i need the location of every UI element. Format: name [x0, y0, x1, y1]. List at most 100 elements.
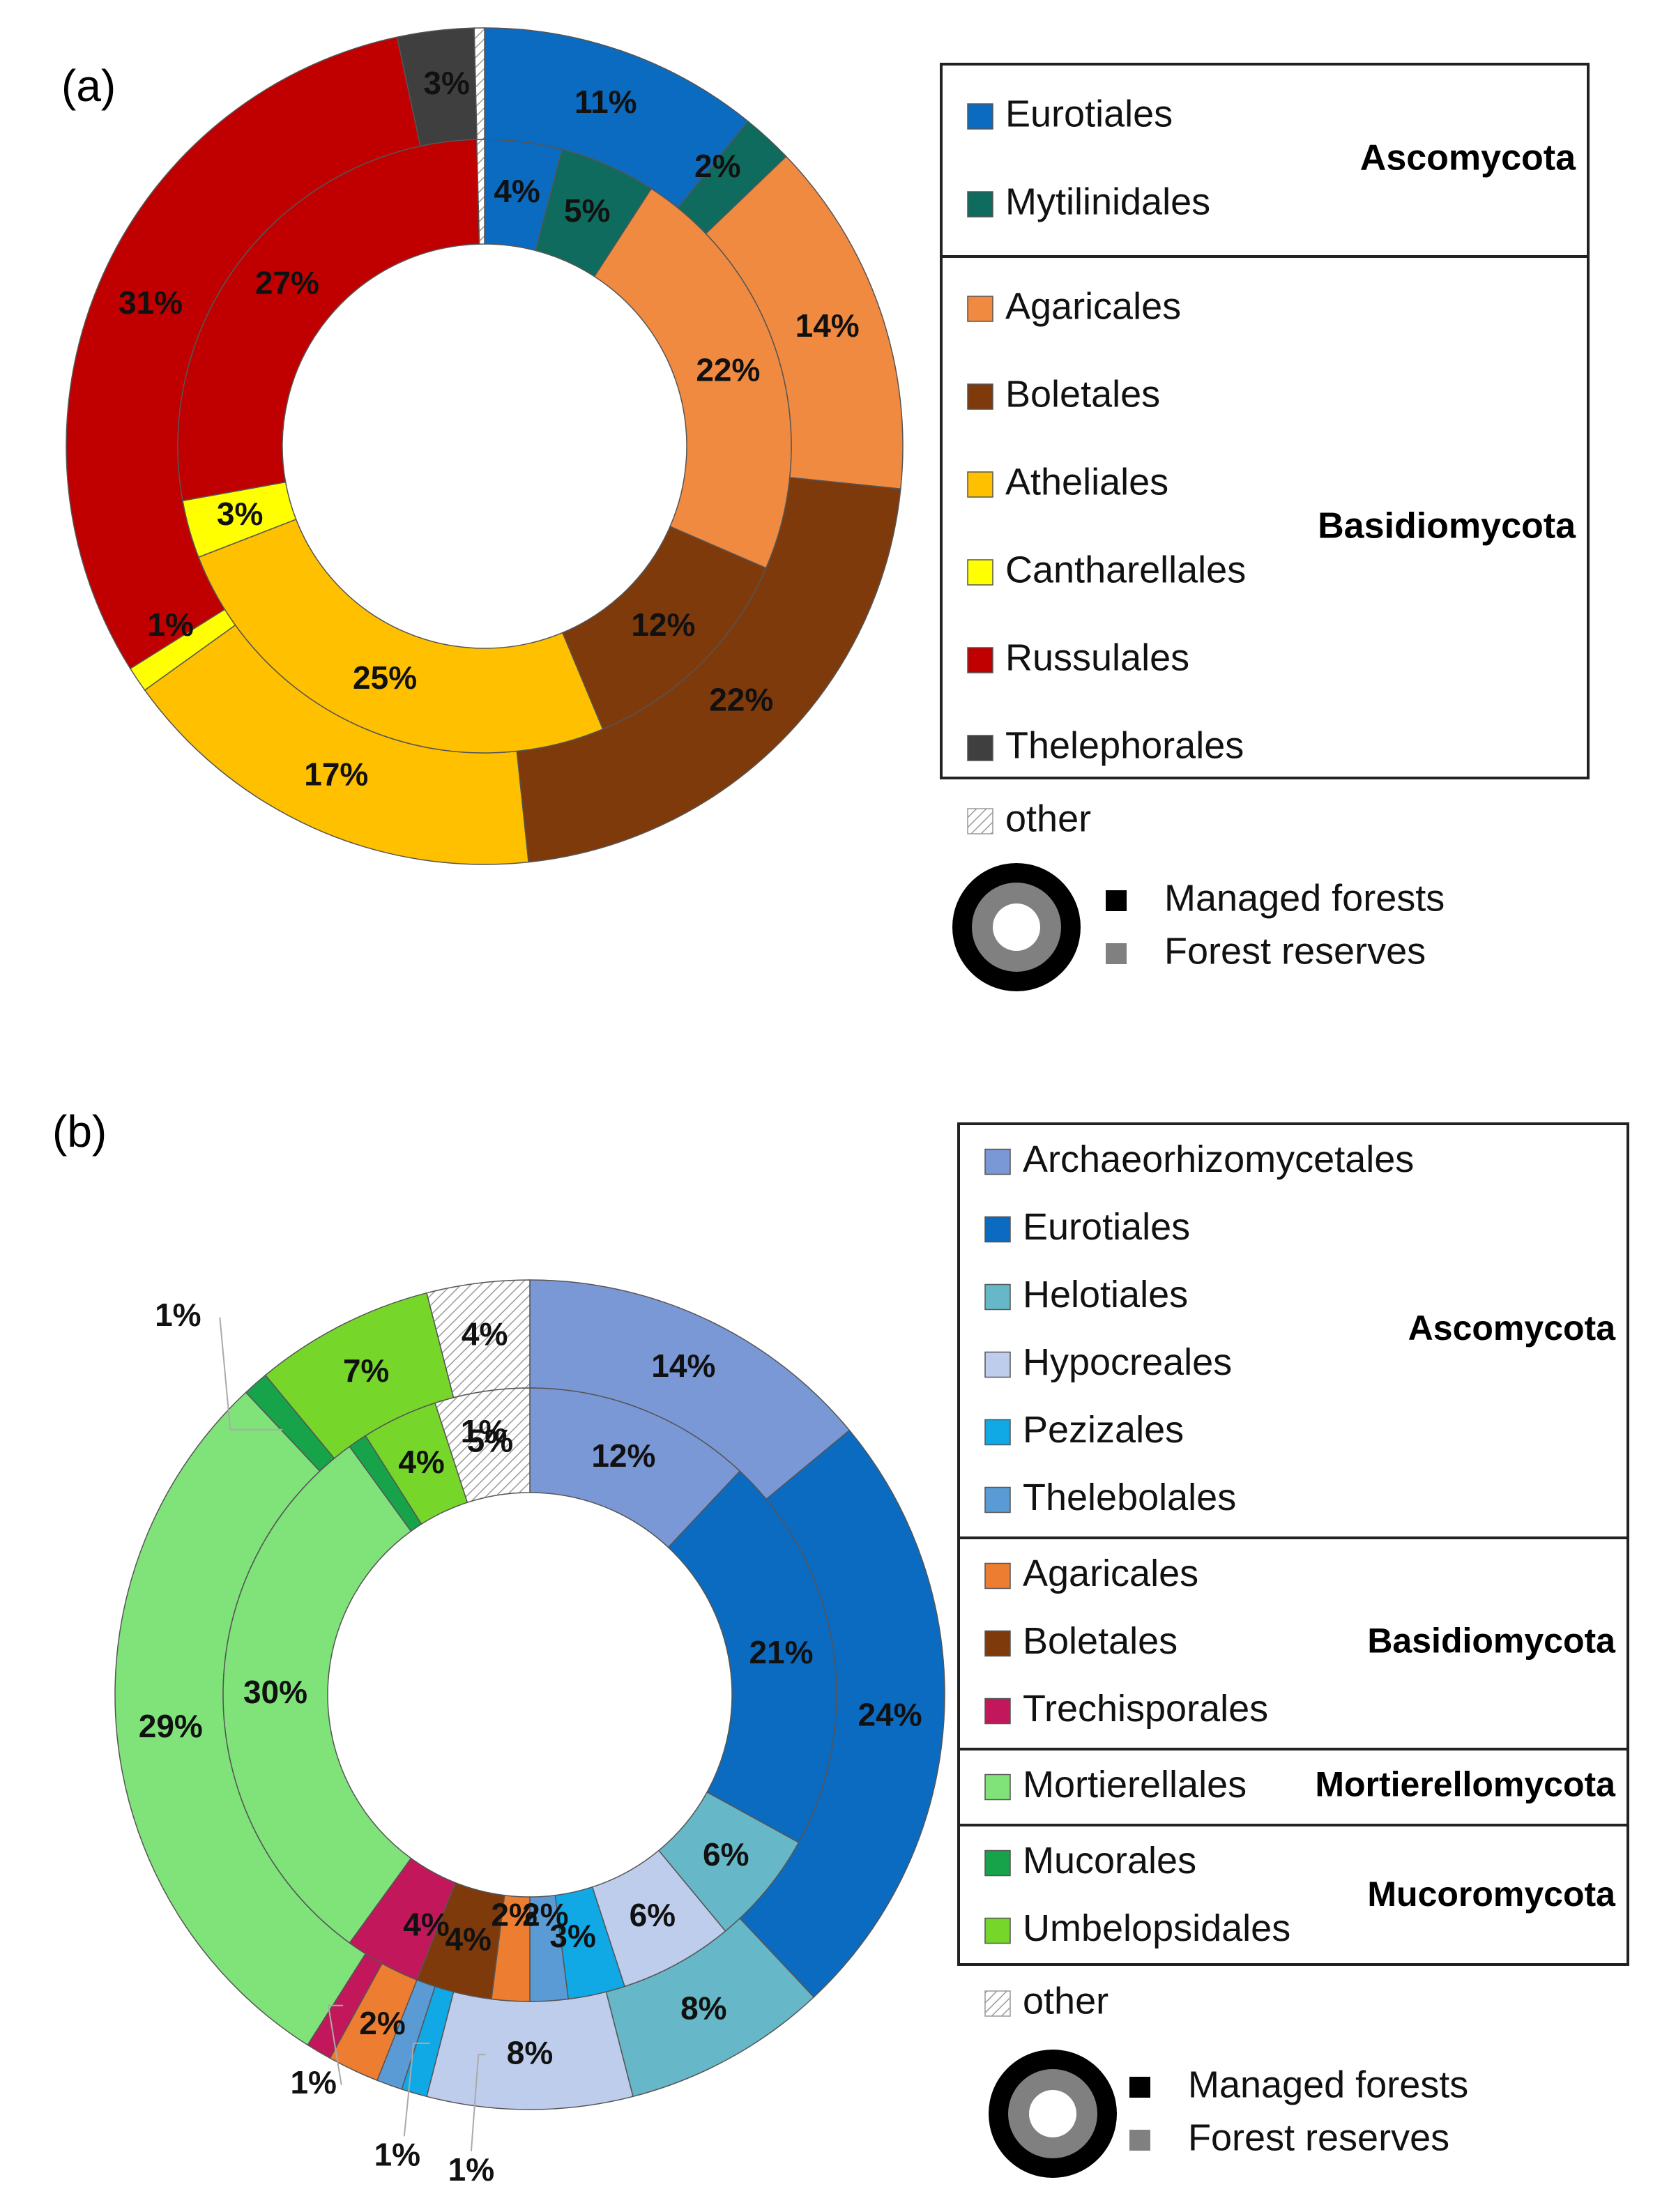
ring-legend-label-forest-reserves: Forest reserves	[1188, 2116, 1449, 2158]
legend-swatch-mucorales	[984, 1849, 1011, 1877]
legend-swatch-pezizales	[984, 1419, 1011, 1446]
legend-item-pezizales: Pezizales	[1023, 1409, 1184, 1451]
inner-label-russulales: 27%	[255, 265, 319, 301]
outer-label-other: 4%	[462, 1316, 508, 1352]
ring-legend-label-managed-forests: Managed forests	[1164, 877, 1445, 919]
inner-label-eurotiales: 4%	[494, 173, 540, 209]
legend-item-hypocreales: Hypocreales	[1023, 1341, 1232, 1383]
legend-item-mucorales: Mucorales	[1023, 1840, 1196, 1882]
outer-label-eurotiales: 11%	[574, 84, 637, 120]
inner-label-umbelopsidales: 4%	[398, 1444, 444, 1480]
legend-swatch-thelephorales	[967, 735, 993, 761]
inner-label-helotiales: 6%	[703, 1836, 749, 1872]
legend-box	[940, 63, 1590, 779]
outer-label-thelebolales: 1%	[374, 2136, 420, 2172]
inner-label-archaeorhizomycetales: 12%	[591, 1437, 655, 1474]
outer-label-mortierellales: 29%	[139, 1708, 203, 1744]
legend-item-boletales: Boletales	[1023, 1620, 1178, 1662]
inner-label-boletales: 4%	[445, 1921, 491, 1957]
legend-item-boletales: Boletales	[1005, 373, 1160, 415]
outer-leader-line-trechisporales	[327, 2004, 344, 2085]
outer-leader-line-thelebolales	[403, 2042, 430, 2137]
inner-label-thelebolales: 2%	[522, 1896, 568, 1932]
legend-swatch-cantharellales	[967, 559, 993, 586]
ring-legend-hole	[993, 903, 1040, 951]
outer-label-mytilinidales: 2%	[694, 148, 740, 184]
legend-swatch-umbelopsidales	[984, 1917, 1011, 1944]
outer-label-hypocreales: 8%	[507, 2035, 553, 2071]
inner-ring-slice-eurotiales	[667, 1470, 837, 1843]
legend-item-eurotiales: Eurotiales	[1005, 93, 1173, 135]
inner-ring-slice-mortierellales	[222, 1445, 412, 1944]
legend-item-archaeorhizomycetales: Archaeorhizomycetales	[1023, 1138, 1414, 1180]
outer-leader-line-pezizales	[470, 2054, 486, 2151]
legend-item-mytilinidales: Mytilinidales	[1005, 181, 1210, 222]
inner-label-agaricales: 2%	[491, 1896, 537, 1932]
legend-swatch-agaricales	[967, 296, 993, 322]
legend-item-agaricales: Agaricales	[1023, 1553, 1198, 1594]
legend-swatch-russulales	[967, 647, 993, 673]
outer-label-helotiales: 8%	[680, 1990, 726, 2027]
legend-swatch-other	[967, 808, 993, 834]
ring-legend-swatch-forest-reserves	[1106, 943, 1127, 964]
ring-legend-swatch-forest-reserves	[1129, 2130, 1150, 2151]
inner-label-mucorales: 1%	[461, 1413, 507, 1449]
inner-ring-slice-atheliales	[197, 518, 604, 754]
legend-swatch-boletales	[967, 383, 993, 410]
inner-label-mytilinidales: 5%	[564, 192, 610, 229]
outer-leader-line-mucorales	[219, 1317, 283, 1431]
legend-item-other: other	[1005, 798, 1091, 839]
legend-item-mortierellales: Mortierellales	[1023, 1764, 1247, 1806]
legend-swatch-trechisporales	[984, 1698, 1011, 1725]
legend-item-thelephorales: Thelephorales	[1005, 724, 1244, 766]
panel-a: (a) 11% 2% 14% 22% 17% 1% 31% 3% 4% 5% 22% 12% 25% 3%…	[61, 27, 1590, 991]
donut-chart-a: 11% 2% 14% 22% 17% 1% 31% 3% 4% 5% 22% 12% 25% 3% 27%	[66, 27, 904, 865]
inner-ring-slice-agaricales	[593, 188, 792, 569]
ring-legend-label-forest-reserves: Forest reserves	[1164, 930, 1426, 972]
legend-item-other: other	[1023, 1980, 1109, 2022]
legend-item-umbelopsidales: Umbelopsidales	[1023, 1907, 1290, 1949]
legend-b: Archaeorhizomycetales Eurotiales Helotiale…	[957, 1122, 1629, 2178]
inner-label-mortierellales: 30%	[243, 1674, 307, 1710]
legend-swatch-agaricales	[984, 1562, 1011, 1589]
legend-group-basidiomycota: Basidiomycota	[1318, 506, 1576, 547]
legend-swatch-mytilinidales	[967, 191, 993, 218]
legend-group-basidiomycota: Basidiomycota	[1367, 1622, 1616, 1661]
outer-label-mucorales: 1%	[155, 1297, 201, 1333]
legend-group-mucoromycota: Mucoromycota	[1367, 1875, 1616, 1914]
inner-label-eurotiales: 21%	[749, 1634, 813, 1670]
legend-group-ascomycota: Ascomycota	[1360, 138, 1576, 178]
panel-a-label: (a)	[61, 61, 116, 111]
inner-label-hypocreales: 6%	[630, 1897, 676, 1933]
outer-label-agaricales: 14%	[795, 307, 860, 344]
outer-label-russulales: 31%	[119, 284, 183, 321]
legend-swatch-boletales	[984, 1630, 1011, 1657]
ring-legend-hole	[1029, 2090, 1076, 2137]
legend-item-trechisporales: Trechisporales	[1023, 1688, 1268, 1730]
ring-legend-swatch-managed-forests	[1106, 890, 1127, 911]
legend-swatch-helotiales	[984, 1283, 1011, 1311]
ring-legend-label-managed-forests: Managed forests	[1188, 2064, 1468, 2105]
legend-a: Eurotiales Mytilinidales Ascomycota Agarica…	[940, 63, 1590, 991]
outer-label-cantharellales: 1%	[147, 607, 193, 643]
outer-label-archaeorhizomycetales: 14%	[651, 1348, 715, 1384]
legend-group-mortierellomycota: Mortierellomycota	[1315, 1765, 1616, 1804]
legend-group-ascomycota: Ascomycota	[1408, 1309, 1617, 1348]
inner-ring-slice-russulales	[177, 139, 480, 502]
legend-item-thelebolales: Thelebolales	[1023, 1477, 1236, 1518]
legend-swatch-mortierellales	[984, 1774, 1011, 1801]
legend-swatch-eurotiales	[984, 1216, 1011, 1243]
inner-label-cantharellales: 3%	[217, 496, 263, 532]
outer-label-trechisporales: 1%	[290, 2064, 336, 2100]
outer-label-pezizales: 1%	[448, 2151, 494, 2188]
outer-label-agaricales: 2%	[359, 2005, 405, 2041]
inner-label-boletales: 12%	[631, 607, 695, 643]
donut-chart-b: 14%24%8%8%1%1%2%1%29%1%7%4%12%21%6%6%3%2…	[114, 1279, 945, 2188]
outer-label-atheliales: 17%	[304, 756, 368, 793]
legend-item-russulales: Russulales	[1005, 636, 1189, 678]
outer-label-eurotiales: 24%	[858, 1697, 922, 1733]
legend-item-helotiales: Helotiales	[1023, 1274, 1188, 1315]
legend-item-atheliales: Atheliales	[1005, 461, 1168, 503]
legend-swatch-atheliales	[967, 471, 993, 498]
